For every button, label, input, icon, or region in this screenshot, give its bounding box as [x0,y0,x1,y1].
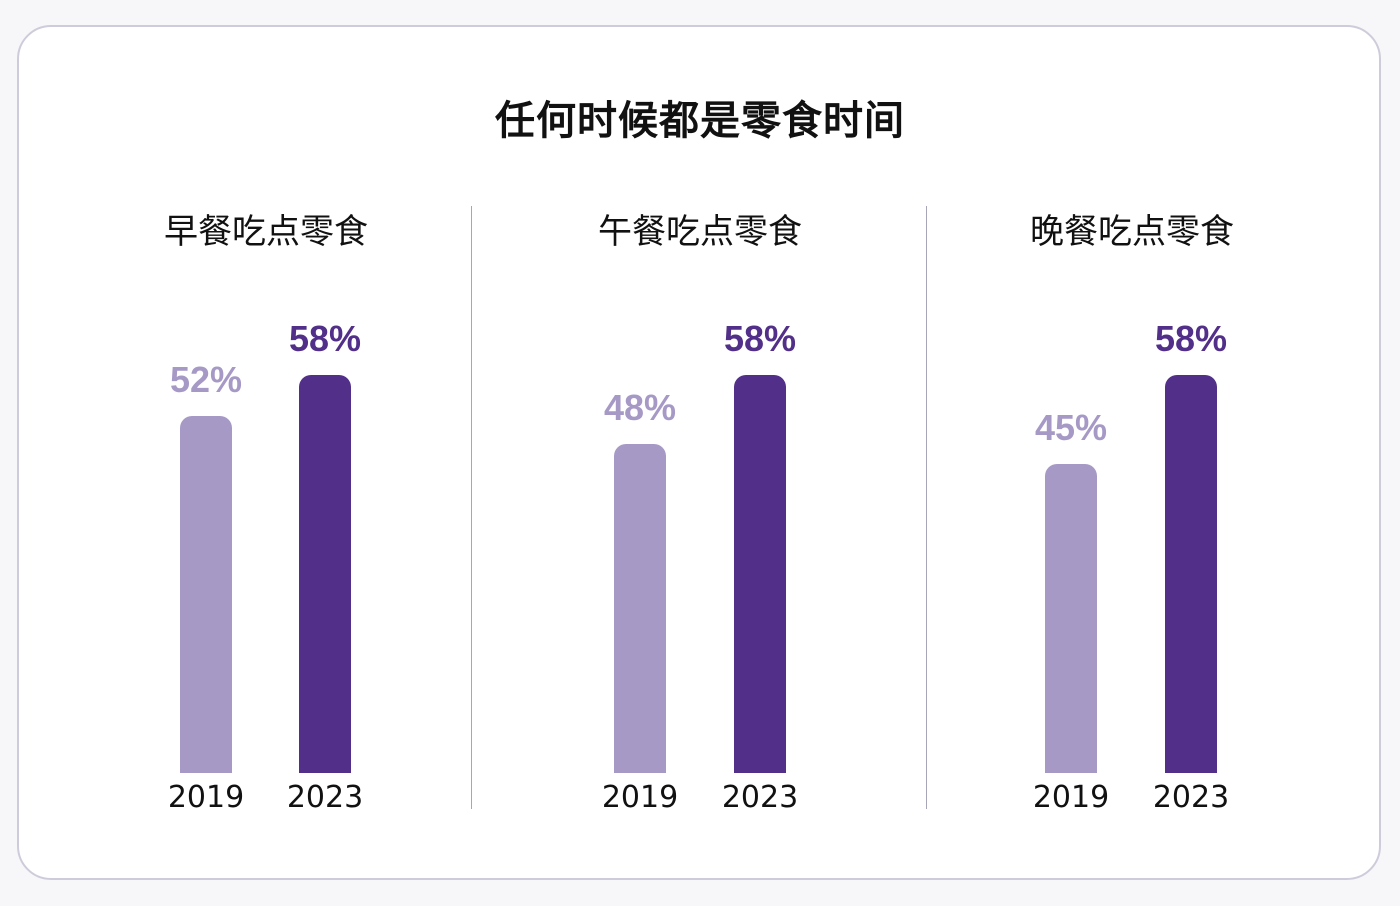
panel-title-dinner: 晚餐吃点零食 [1030,212,1234,252]
bar-2019 [1045,464,1097,773]
chart-card [17,25,1381,880]
bar-2023 [299,375,351,773]
bar-2023 [734,375,786,773]
data-label: 45% [1034,407,1108,449]
data-label: 58% [723,318,797,359]
bar-2023 [1165,375,1217,773]
data-label: 48% [603,386,677,428]
panel-divider [471,206,472,809]
data-label: 58% [288,318,362,359]
data-label: 58% [1154,318,1228,359]
x-tick-label: 2023 [286,780,364,815]
x-tick-label: 2019 [1032,780,1110,815]
bar-2019 [180,416,232,773]
bar-2019 [614,443,666,773]
x-tick-label: 2023 [1152,780,1230,815]
x-tick-label: 2023 [721,780,799,815]
panel-title-breakfast: 早餐吃点零食 [164,212,368,252]
panel-divider [926,206,927,809]
x-tick-label: 2019 [167,780,245,815]
panel-title-lunch: 午餐吃点零食 [598,212,802,252]
data-label: 52% [169,359,243,401]
chart-title: 任何时候都是零食时间 [495,98,905,144]
x-tick-label: 2019 [601,780,679,815]
